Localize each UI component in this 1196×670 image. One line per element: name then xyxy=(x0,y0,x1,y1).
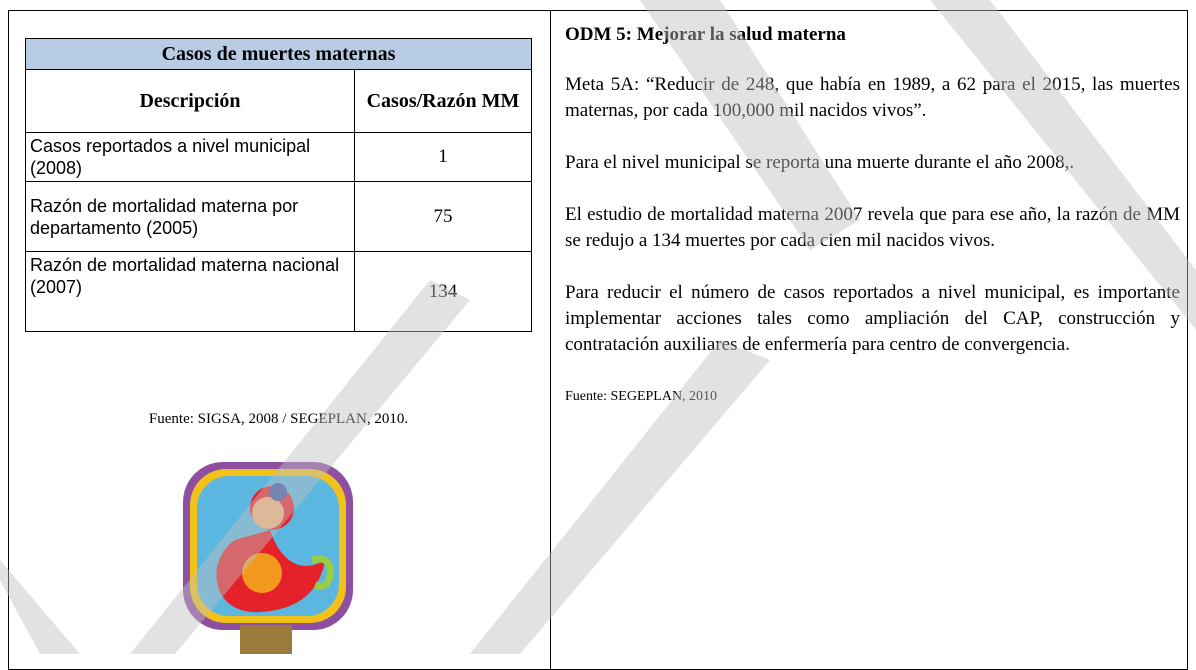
page: {"table": {"title": "Casos de muertes ma… xyxy=(0,0,1196,654)
table-title: Casos de muertes maternas xyxy=(26,39,532,70)
divider xyxy=(550,10,551,670)
table-cell: 75 xyxy=(355,182,532,252)
data-table: Casos de muertes maternas Descripción Ca… xyxy=(25,38,532,332)
table-cell: Casos reportados a nivel municipal (2008… xyxy=(26,133,355,182)
table-cell: 1 xyxy=(355,133,532,182)
table-cell: Razón de mortalidad materna nacional (20… xyxy=(26,252,355,332)
table-cell: Razón de mortalidad materna por departam… xyxy=(26,182,355,252)
section-source: Fuente: SEGEPLAN, 2010 xyxy=(565,384,1180,410)
paragraph: Meta 5A: “Reducir de 248, que había en 1… xyxy=(565,72,1180,124)
table-cell: 134 xyxy=(355,252,532,332)
section-heading: ODM 5: Mejorar la salud materna xyxy=(565,22,1180,48)
paragraph: Para reducir el número de casos reportad… xyxy=(565,280,1180,358)
table-header: Casos/Razón MM xyxy=(355,70,532,133)
table-header: Descripción xyxy=(26,70,355,133)
text-column: ODM 5: Mejorar la salud materna Meta 5A:… xyxy=(565,22,1180,436)
paragraph: Para el nivel municipal se reporta una m… xyxy=(565,150,1180,176)
table-source: Fuente: SIGSA, 2008 / SEGEPLAN, 2010. xyxy=(25,411,532,428)
paragraph: El estudio de mortalidad materna 2007 re… xyxy=(565,202,1180,254)
